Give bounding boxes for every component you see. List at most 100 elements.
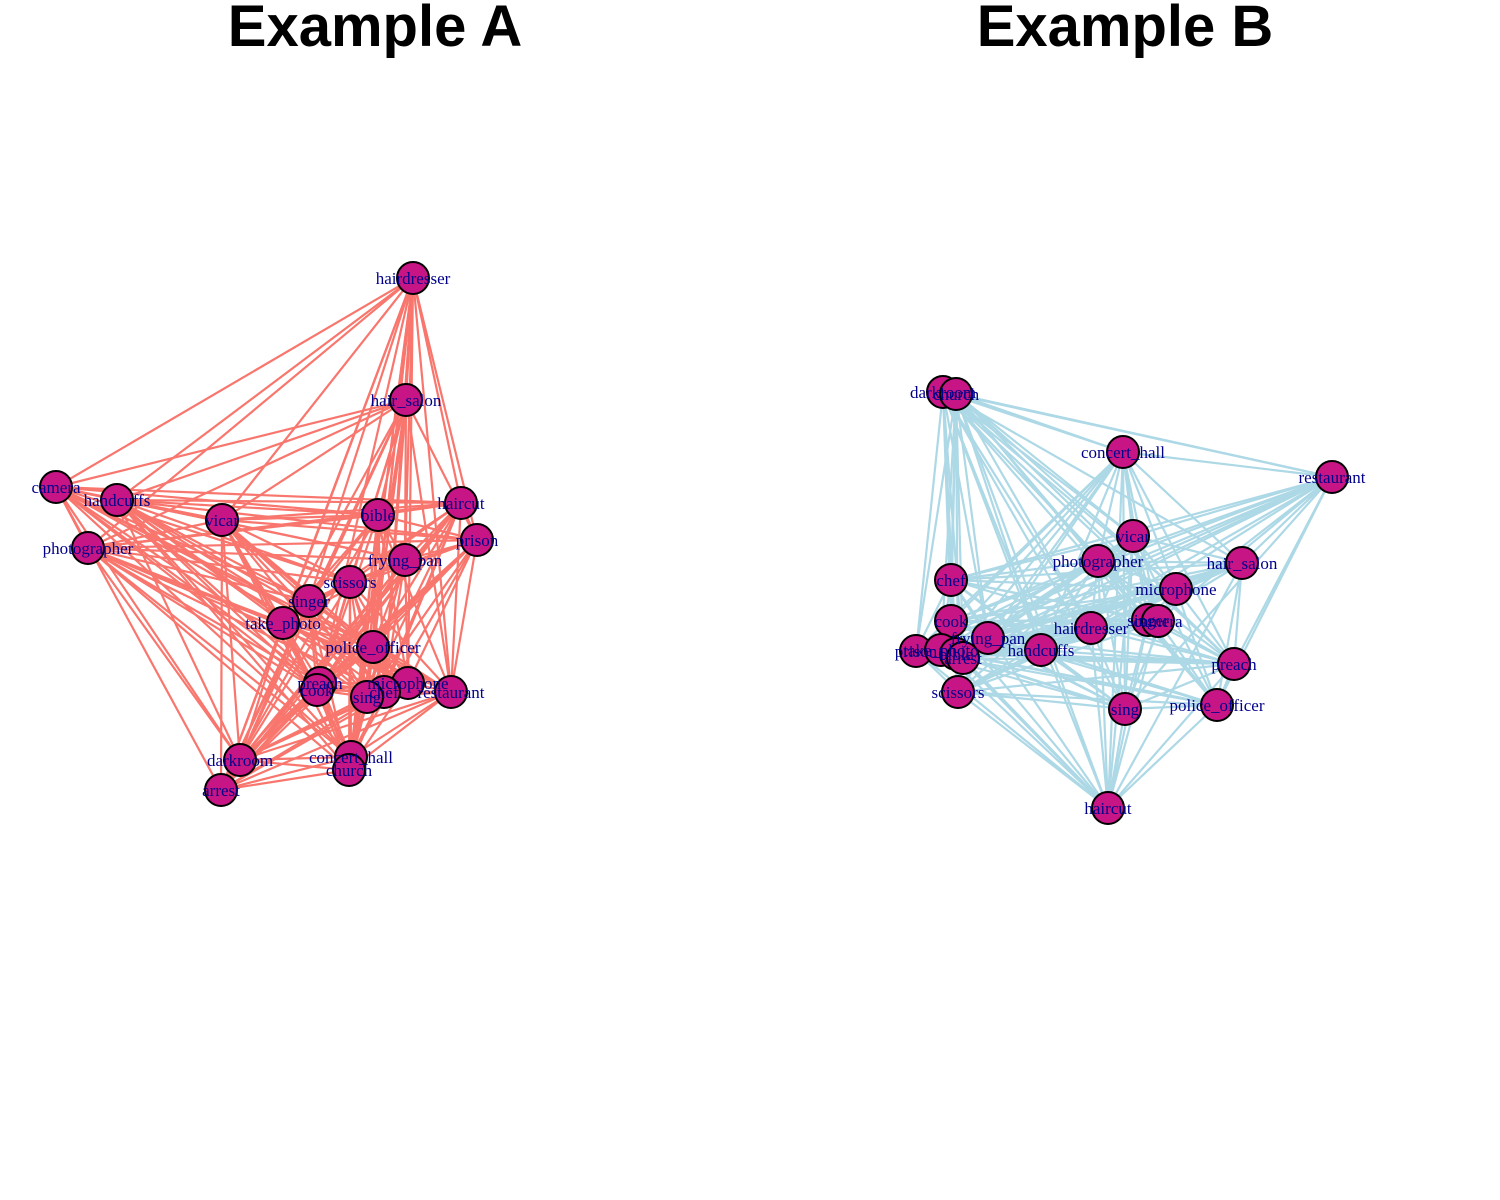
- node-label: police_officer: [325, 638, 420, 657]
- graph-edge: [220, 768, 350, 792]
- graph-edge: [406, 277, 415, 684]
- graph-node: [205, 503, 239, 537]
- graph-node: [1116, 519, 1150, 553]
- node-label: prison: [456, 531, 499, 550]
- graph-node: [1159, 572, 1193, 606]
- graph-edge: [307, 277, 415, 602]
- graph-edge: [239, 690, 452, 762]
- graph-edge: [962, 656, 1235, 666]
- graph-node: [1315, 460, 1349, 494]
- node-label: chef: [936, 571, 966, 590]
- graph-edge: [955, 393, 1092, 629]
- node-label: frying_pan: [951, 629, 1026, 648]
- graph-edge: [1107, 704, 1218, 809]
- graph-edge: [914, 391, 945, 652]
- graph-node: [434, 675, 468, 709]
- graph-node: [100, 483, 134, 517]
- graph-edge: [87, 547, 241, 761]
- edge-layer-a: [55, 277, 479, 792]
- graph-edge: [239, 755, 352, 762]
- graph-edge: [1215, 562, 1244, 706]
- graph-edge: [411, 277, 463, 504]
- node-label: hair_salon: [1207, 554, 1278, 573]
- graph-edge: [116, 398, 407, 502]
- graph-edge: [1122, 450, 1333, 479]
- graph-edge: [238, 622, 285, 761]
- graph-edge: [376, 399, 408, 516]
- graph-edge: [87, 501, 462, 550]
- graph-node: [941, 675, 975, 709]
- node-label: handcuffs: [84, 491, 151, 510]
- graph-node: [971, 621, 1005, 655]
- graph-node: [332, 753, 366, 787]
- graph-node: [1091, 791, 1125, 825]
- node-label: prison: [895, 642, 938, 661]
- graph-edge: [1241, 476, 1333, 564]
- graph-edge: [403, 559, 410, 684]
- node-label: concert_hall: [309, 748, 393, 767]
- graph-node: [939, 377, 973, 411]
- graph-edge: [950, 561, 1243, 623]
- graph-node: [361, 498, 395, 532]
- node-label: scissors: [324, 573, 377, 592]
- graph-edge: [116, 277, 414, 501]
- node-label: police_officer: [1169, 696, 1264, 715]
- node-label: church: [326, 761, 373, 780]
- node-label: take_photo: [903, 641, 979, 660]
- node-label: bible: [361, 506, 395, 525]
- node-label: bible: [939, 645, 973, 664]
- node-label: vicar: [205, 511, 239, 530]
- graph-edge: [220, 690, 452, 792]
- node-label: church: [933, 385, 980, 404]
- node-label: camera: [31, 478, 81, 497]
- graph-edge: [962, 657, 1109, 809]
- node-label: camera: [1133, 612, 1183, 631]
- graph-node: [1141, 604, 1175, 638]
- node-label: singer: [288, 592, 330, 611]
- graph-edge: [954, 393, 1110, 809]
- node-label: photographer: [1053, 552, 1144, 571]
- graph-edge: [308, 600, 385, 693]
- graph-edge: [350, 539, 478, 758]
- graph-node: [460, 523, 494, 557]
- graph-edge: [55, 398, 407, 489]
- node-label: restaurant: [1298, 468, 1365, 487]
- graph-node: [444, 486, 478, 520]
- graph-edge: [116, 499, 310, 602]
- graph-edge: [1174, 588, 1219, 706]
- graph-edge: [449, 502, 463, 693]
- node-label: sing: [353, 688, 382, 707]
- graph-edge: [1107, 562, 1243, 809]
- graph-edge: [950, 534, 1134, 582]
- graph-edge: [55, 277, 414, 488]
- node-label: preach: [1211, 655, 1257, 674]
- graph-edge: [239, 646, 374, 761]
- graph-edge: [950, 587, 1177, 623]
- graph-edge: [1124, 476, 1333, 710]
- graph-edge: [955, 392, 1124, 454]
- node-label: arrest: [944, 649, 982, 668]
- graph-edge: [87, 547, 352, 758]
- panel-a-title: Example A: [227, 0, 523, 59]
- node-label: chef: [369, 683, 399, 702]
- graph-edge: [950, 559, 1099, 582]
- node-label: scissors: [932, 683, 985, 702]
- graph-node: [292, 584, 326, 618]
- graph-edge: [1040, 648, 1218, 707]
- node-label: darkroom: [910, 383, 976, 402]
- graph-edge: [316, 502, 462, 691]
- node-label: preach: [297, 674, 343, 693]
- node-label: microphone: [1135, 580, 1216, 599]
- graph-node: [39, 470, 73, 504]
- graph-node: [333, 565, 367, 599]
- graph-node: [396, 261, 430, 295]
- graph-edge: [116, 499, 352, 758]
- graph-edge: [347, 581, 352, 771]
- graph-edge: [1121, 451, 1178, 590]
- graph-edge: [950, 559, 1099, 623]
- graph-edge: [957, 662, 1235, 694]
- graph-edge: [957, 691, 1109, 809]
